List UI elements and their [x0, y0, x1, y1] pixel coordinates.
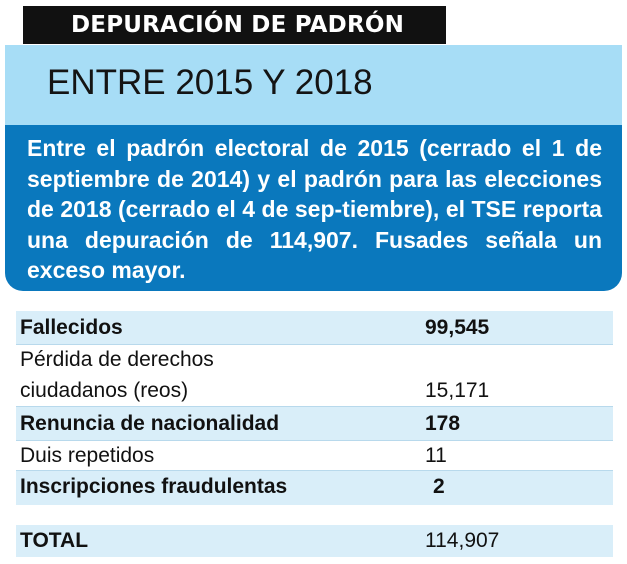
- description-text: Entre el padrón electoral de 2015 (cerra…: [27, 135, 602, 283]
- row-divider: [16, 440, 613, 441]
- depuration-table: Fallecidos 99,545 Pérdida de derechos ci…: [16, 311, 613, 557]
- row-value: 178: [425, 412, 461, 435]
- row-divider: [16, 344, 613, 345]
- row-divider: [16, 406, 613, 407]
- table-row: Pérdida de derechos ciudadanos (reos) 15…: [16, 345, 613, 407]
- row-value: 11: [425, 444, 447, 467]
- description-box: Entre el padrón electoral de 2015 (cerra…: [5, 125, 622, 291]
- table-row: Fallecidos 99,545: [16, 311, 613, 345]
- row-value: 15,171: [425, 379, 490, 402]
- row-divider: [16, 470, 613, 471]
- infographic-header: DEPURACIÓN DE PADRÓN ENTRE 2015 Y 2018 E…: [5, 3, 622, 291]
- page-title: ENTRE 2015 Y 2018: [47, 63, 373, 102]
- table-spacer: [16, 505, 613, 525]
- table-row: Duis repetidos 11: [16, 441, 613, 471]
- title-band: ENTRE 2015 Y 2018: [5, 45, 622, 125]
- total-row: TOTAL 114,907: [16, 525, 613, 557]
- row-value: 99,545: [425, 316, 490, 339]
- section-tag: DEPURACIÓN DE PADRÓN: [5, 3, 622, 45]
- total-label: TOTAL: [20, 529, 89, 552]
- row-label: Inscripciones fraudulentas: [20, 475, 288, 498]
- row-label: Duis repetidos: [20, 444, 155, 467]
- table-row: Renuncia de nacionalidad 178: [16, 407, 613, 441]
- row-label-line1: Pérdida de derechos: [20, 348, 214, 371]
- row-label: Fallecidos: [20, 316, 123, 339]
- row-label: Renuncia de nacionalidad: [20, 412, 280, 435]
- table-row: Inscripciones fraudulentas 2: [16, 471, 613, 505]
- section-tag-label: DEPURACIÓN DE PADRÓN: [23, 6, 447, 44]
- row-label-line2: ciudadanos (reos): [20, 379, 189, 402]
- row-value: 2: [433, 475, 445, 498]
- total-value: 114,907: [425, 529, 500, 552]
